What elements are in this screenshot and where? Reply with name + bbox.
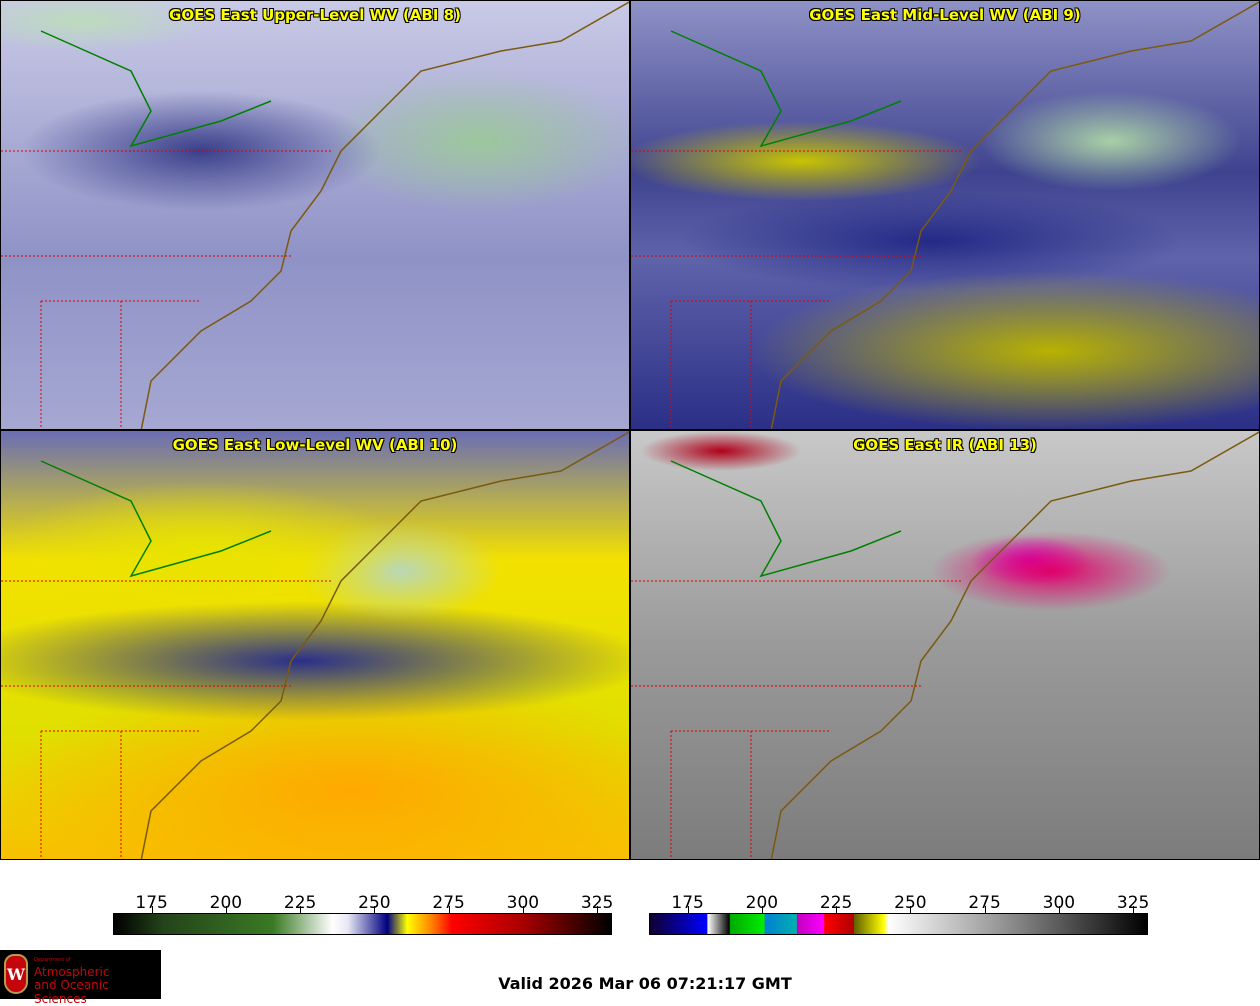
colorbar-tick-mark: [687, 906, 689, 913]
panel-title: GOES East Upper-Level WV (ABI 8): [169, 6, 461, 24]
logo-line1: Department of: [34, 957, 71, 963]
colorbar-tick-mark: [761, 906, 763, 913]
colorbar-tick-label: 300: [1042, 893, 1076, 913]
colorbar-tick-mark: [151, 906, 153, 913]
panel-upper-level-wv: GOES East Upper-Level WV (ABI 8): [0, 0, 630, 430]
colorbar-tick-label: 275: [968, 893, 1001, 913]
colorbar-tick-mark: [225, 906, 227, 913]
panel-title: GOES East Mid-Level WV (ABI 9): [809, 6, 1081, 24]
colorbar-tick-mark: [448, 906, 450, 913]
map-overlay: [631, 431, 1259, 859]
panel-mid-level-wv: GOES East Mid-Level WV (ABI 9): [630, 0, 1260, 430]
panel-low-level-wv: GOES East Low-Level WV (ABI 10): [0, 430, 630, 860]
colorbar-tick-label: 325: [580, 893, 614, 913]
panel-ir: GOES East IR (ABI 13): [630, 430, 1260, 860]
uw-seal-icon: W: [4, 954, 28, 994]
colorbar-tick-mark: [984, 906, 986, 913]
colorbar-tick-mark: [374, 906, 376, 913]
colorbar-tick-label: 250: [894, 893, 927, 913]
colorbar-tick-label: 175: [671, 893, 704, 913]
panel-title: GOES East IR (ABI 13): [853, 436, 1037, 454]
valid-time: Valid 2026 Mar 06 07:21:17 GMT: [498, 974, 792, 993]
map-overlay: [1, 1, 629, 429]
panel-title: GOES East Low-Level WV (ABI 10): [172, 436, 458, 454]
map-overlay: [1, 431, 629, 859]
colorbar-tick-mark: [597, 906, 599, 913]
logo-line2: Atmospheric: [34, 965, 110, 979]
colorbar-tick-label: 275: [432, 893, 465, 913]
colorbar-tick-mark: [522, 906, 524, 913]
colorbar-tick-label: 200: [209, 893, 243, 913]
colorbar-tick-label: 250: [358, 893, 391, 913]
colorbar-tick-mark: [910, 906, 912, 913]
colorbar-tick-label: 300: [506, 893, 540, 913]
wv-colorbar: [113, 913, 612, 935]
colorbar-tick-label: 200: [745, 893, 779, 913]
map-overlay: [631, 1, 1259, 429]
colorbar-tick-label: 225: [819, 893, 853, 913]
ir-colorbar: [649, 913, 1148, 935]
colorbar-tick-mark: [300, 906, 302, 913]
colorbar-tick-mark: [1058, 906, 1060, 913]
colorbar-tick-mark: [1133, 906, 1135, 913]
colorbar-tick-label: 325: [1116, 893, 1150, 913]
colorbar-tick-label: 175: [135, 893, 168, 913]
colorbar-tick-mark: [836, 906, 838, 913]
colorbar-tick-label: 225: [283, 893, 317, 913]
